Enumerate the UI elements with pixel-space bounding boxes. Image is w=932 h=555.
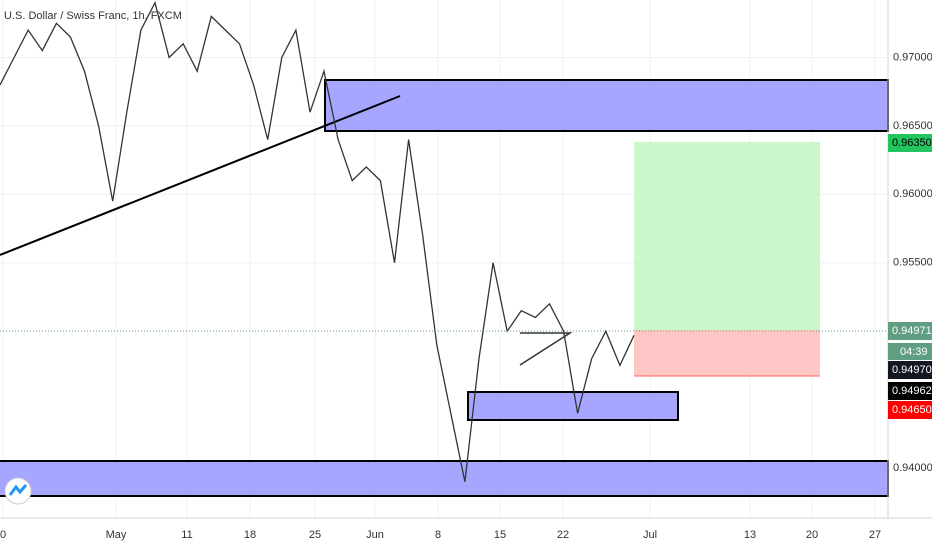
price-tag bbox=[888, 322, 932, 340]
date-label: Jun bbox=[366, 529, 384, 541]
price-layer bbox=[0, 0, 635, 482]
date-label: 20 bbox=[806, 529, 818, 541]
date-label: 13 bbox=[744, 529, 756, 541]
price-label: 0.96500 bbox=[893, 120, 932, 132]
demand-zone-low[interactable] bbox=[0, 460, 889, 497]
pattern-line[interactable] bbox=[519, 332, 573, 366]
date-label: 25 bbox=[309, 529, 321, 541]
stop-zone[interactable] bbox=[634, 330, 820, 376]
countdown: 04:39 bbox=[900, 346, 928, 358]
date-label: 0 bbox=[0, 529, 6, 541]
demand-zone[interactable] bbox=[467, 391, 679, 421]
date-label: Jul bbox=[643, 529, 657, 541]
supply-zone[interactable] bbox=[324, 79, 889, 132]
price-tag-label: 0.96350 bbox=[892, 137, 932, 149]
date-label: 15 bbox=[494, 529, 506, 541]
price-tag bbox=[888, 382, 932, 400]
date-label: 8 bbox=[435, 529, 441, 541]
price-tag-label: 0.94962 bbox=[892, 385, 932, 397]
price-tag-label: 0.94970 bbox=[892, 364, 932, 376]
date-label: 27 bbox=[869, 529, 881, 541]
trend-line[interactable] bbox=[0, 95, 401, 256]
logo-icon bbox=[8, 484, 28, 496]
symbol-title[interactable]: U.S. Dollar / Swiss Franc, 1h, FXCM bbox=[4, 10, 182, 22]
axes: 0.97000 0.96500 0.96000 0.95500 0.94000 0 May 1… bbox=[0, 51, 932, 541]
countdown-box bbox=[888, 343, 932, 360]
price-label: 0.96000 bbox=[893, 188, 932, 200]
price-label: 0.97000 bbox=[893, 51, 932, 63]
price-tag-label: 0.94650 bbox=[892, 404, 932, 416]
date-label: 18 bbox=[244, 529, 256, 541]
price-line bbox=[0, 0, 635, 482]
target-zone[interactable] bbox=[634, 142, 820, 330]
price-tag bbox=[888, 134, 932, 152]
price-label: 0.94000 bbox=[893, 462, 932, 474]
date-label: May bbox=[106, 529, 127, 541]
date-label: 11 bbox=[181, 529, 192, 541]
price-label: 0.95500 bbox=[893, 257, 932, 269]
price-tag bbox=[888, 401, 932, 419]
date-label: 22 bbox=[557, 529, 569, 541]
price-tag bbox=[888, 361, 932, 379]
price-tag-label: 0.94971 bbox=[892, 325, 932, 337]
